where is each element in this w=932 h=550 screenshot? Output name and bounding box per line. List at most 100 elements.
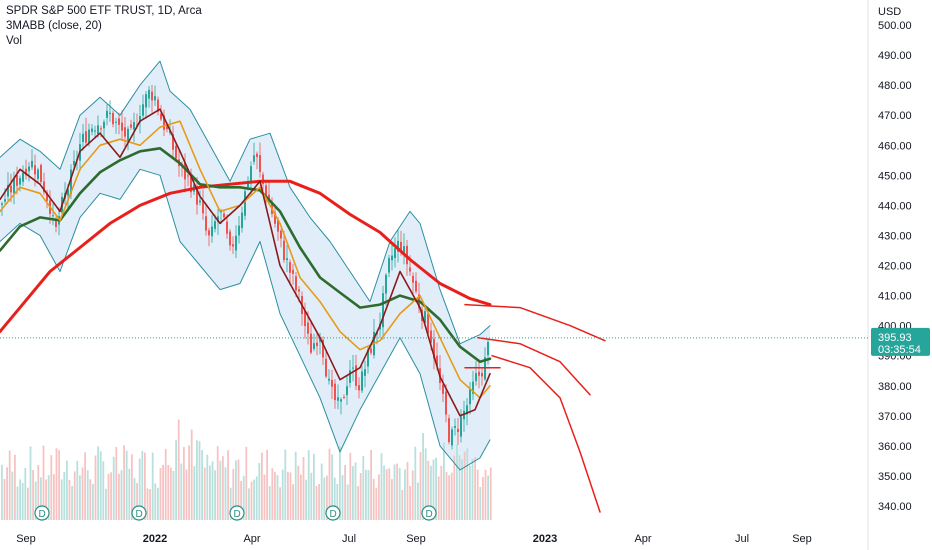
bollinger-upper-line[interactable]: [0, 60, 491, 345]
candle-body[interactable]: [88, 129, 90, 144]
candle-body[interactable]: [289, 262, 291, 273]
candle-body[interactable]: [400, 241, 402, 252]
candle-body[interactable]: [454, 426, 456, 428]
candle-body[interactable]: [364, 369, 366, 376]
candle-body[interactable]: [40, 165, 42, 183]
candle-body[interactable]: [430, 330, 432, 343]
candle-body[interactable]: [94, 130, 96, 132]
candle-body[interactable]: [97, 125, 99, 135]
candle-body[interactable]: [385, 274, 387, 294]
price-label-box[interactable]: [871, 327, 930, 356]
bollinger-lower-line[interactable]: [0, 168, 491, 471]
candle-body[interactable]: [298, 289, 300, 292]
candle-body[interactable]: [115, 121, 117, 123]
candle-body[interactable]: [22, 172, 24, 182]
candle-body[interactable]: [184, 162, 186, 180]
candle-body[interactable]: [352, 367, 354, 369]
projection-curve-3[interactable]: [491, 354, 601, 513]
volume-label[interactable]: Vol: [6, 35, 22, 47]
candle-body[interactable]: [148, 89, 150, 99]
candle-body[interactable]: [304, 311, 306, 327]
candle-body[interactable]: [73, 160, 75, 166]
candle-body[interactable]: [262, 174, 264, 184]
candle-body[interactable]: [337, 397, 339, 401]
candle-body[interactable]: [13, 177, 15, 194]
candle-body[interactable]: [466, 405, 468, 415]
candle-body[interactable]: [4, 199, 6, 202]
candle-body[interactable]: [118, 118, 120, 125]
candle-body[interactable]: [328, 378, 330, 381]
candle-body[interactable]: [349, 370, 351, 383]
candle-body[interactable]: [235, 235, 237, 251]
candle-body[interactable]: [160, 113, 162, 120]
candle-body[interactable]: [142, 104, 144, 116]
candle-body[interactable]: [31, 160, 33, 168]
candle-body[interactable]: [70, 169, 72, 194]
candle-body[interactable]: [475, 373, 477, 382]
candle-body[interactable]: [250, 166, 252, 182]
candle-body[interactable]: [217, 216, 219, 223]
projection-curve-2[interactable]: [477, 336, 591, 396]
candle-body[interactable]: [127, 128, 129, 142]
candle-body[interactable]: [91, 128, 93, 132]
candle-body[interactable]: [28, 166, 30, 172]
candle-body[interactable]: [133, 122, 135, 130]
candle-body[interactable]: [229, 231, 231, 246]
candle-body[interactable]: [16, 175, 18, 186]
candle-body[interactable]: [394, 248, 396, 259]
candle-body[interactable]: [322, 339, 324, 358]
candle-body[interactable]: [388, 258, 390, 273]
indicator-label[interactable]: 3MABB (close, 20): [6, 20, 102, 32]
candle-body[interactable]: [445, 391, 447, 415]
ma200-line[interactable]: [0, 179, 492, 334]
candle-body[interactable]: [139, 116, 141, 123]
candle-body[interactable]: [469, 389, 471, 405]
dividend-marker[interactable]: [421, 505, 437, 521]
candle-body[interactable]: [436, 355, 438, 366]
candle-body[interactable]: [163, 115, 165, 130]
candle-body[interactable]: [10, 185, 12, 193]
candle-body[interactable]: [313, 343, 315, 349]
symbol-title[interactable]: SPDR S&P 500 ETF TRUST, 1D, Arca: [6, 5, 202, 17]
candle-body[interactable]: [109, 112, 111, 115]
candle-body[interactable]: [103, 121, 105, 129]
candle-body[interactable]: [1, 203, 3, 205]
candle-body[interactable]: [403, 246, 405, 254]
candle-body[interactable]: [448, 418, 450, 443]
candle-body[interactable]: [226, 221, 228, 234]
candle-body[interactable]: [307, 322, 309, 334]
candle-body[interactable]: [334, 383, 336, 401]
candle-body[interactable]: [415, 280, 417, 292]
projection-curve-1[interactable]: [464, 303, 606, 342]
candle-body[interactable]: [172, 134, 174, 150]
candle-body[interactable]: [19, 178, 21, 185]
candle-body[interactable]: [190, 177, 192, 193]
candle-body[interactable]: [208, 230, 210, 236]
candle-body[interactable]: [292, 269, 294, 274]
candle-body[interactable]: [286, 258, 288, 261]
candle-body[interactable]: [367, 349, 369, 367]
candle-body[interactable]: [310, 333, 312, 353]
ma20-line[interactable]: [0, 120, 491, 399]
candle-body[interactable]: [457, 428, 459, 433]
candle-body[interactable]: [196, 186, 198, 205]
candle-body[interactable]: [472, 381, 474, 394]
candle-body[interactable]: [124, 127, 126, 137]
candle-body[interactable]: [277, 219, 279, 232]
candle-body[interactable]: [283, 240, 285, 261]
candle-body[interactable]: [487, 341, 489, 356]
candle-body[interactable]: [433, 338, 435, 359]
candle-body[interactable]: [391, 255, 393, 261]
dividend-marker[interactable]: [325, 505, 341, 521]
candle-body[interactable]: [25, 168, 27, 176]
candle-body[interactable]: [211, 226, 213, 237]
candle-body[interactable]: [205, 216, 207, 231]
candle-body[interactable]: [175, 145, 177, 159]
candle-body[interactable]: [157, 99, 159, 112]
dividend-marker[interactable]: [229, 505, 245, 521]
candle-body[interactable]: [37, 169, 39, 179]
candle-body[interactable]: [397, 240, 399, 252]
candle-body[interactable]: [106, 110, 108, 118]
